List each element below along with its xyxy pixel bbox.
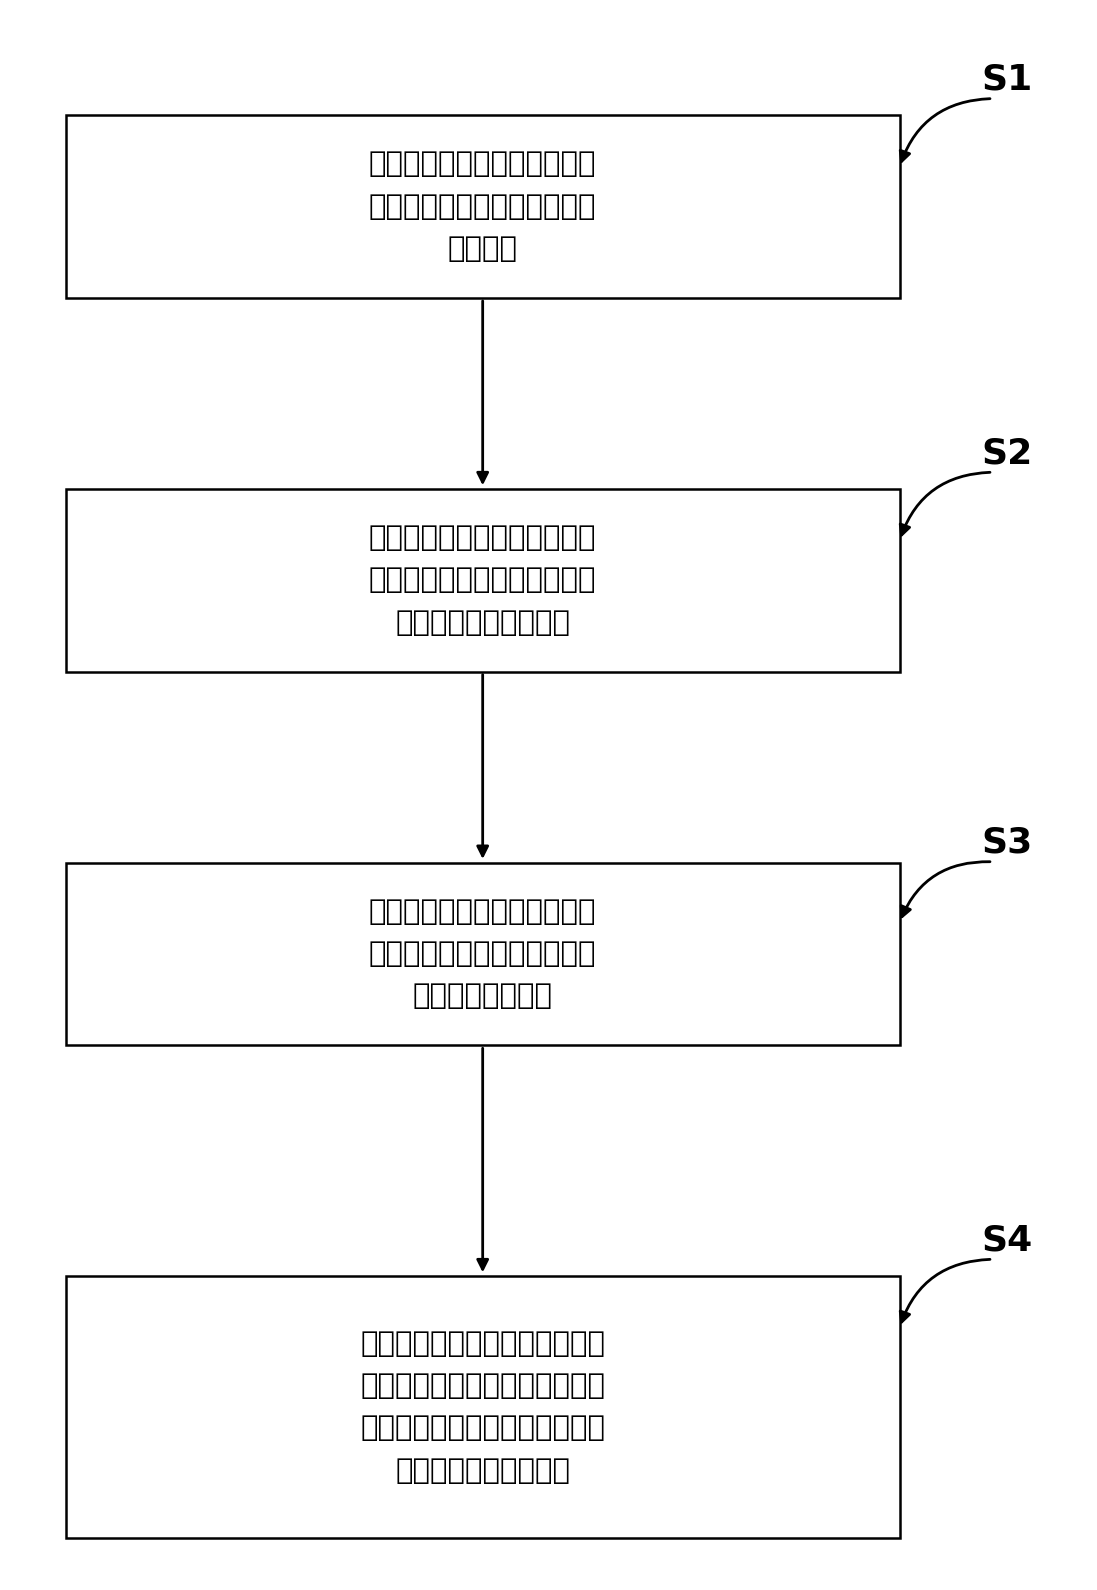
Text: S2: S2 bbox=[982, 436, 1033, 471]
Text: 根据控件与敏感权限映射关系
，对部分行为信息进行补充，
得到完整行为信息: 根据控件与敏感权限映射关系 ，对部分行为信息进行补充， 得到完整行为信息 bbox=[369, 898, 597, 1010]
Bar bbox=[66, 1275, 900, 1539]
Text: S1: S1 bbox=[982, 62, 1033, 97]
Text: S4: S4 bbox=[982, 1223, 1033, 1258]
Text: S3: S3 bbox=[982, 825, 1033, 860]
Text: 根据完整行为信息，确定与所述
敏感权限请求相应的权限控制决
策，并根据权限控制决策对所述
敏感权限请求进行响应: 根据完整行为信息，确定与所述 敏感权限请求相应的权限控制决 策，并根据权限控制决… bbox=[360, 1329, 606, 1485]
Text: 对目标应用的敏感权限请求进
行拦截，获取触发所述敏感权
限请求的部分行为信息: 对目标应用的敏感权限请求进 行拦截，获取触发所述敏感权 限请求的部分行为信息 bbox=[369, 525, 597, 636]
Text: 对目标应用进行静态分析，确
定目标应用的控件与敏感权限
映射关系: 对目标应用进行静态分析，确 定目标应用的控件与敏感权限 映射关系 bbox=[369, 151, 597, 262]
Bar bbox=[66, 490, 900, 671]
Bar bbox=[66, 862, 900, 1046]
Bar bbox=[66, 116, 900, 299]
